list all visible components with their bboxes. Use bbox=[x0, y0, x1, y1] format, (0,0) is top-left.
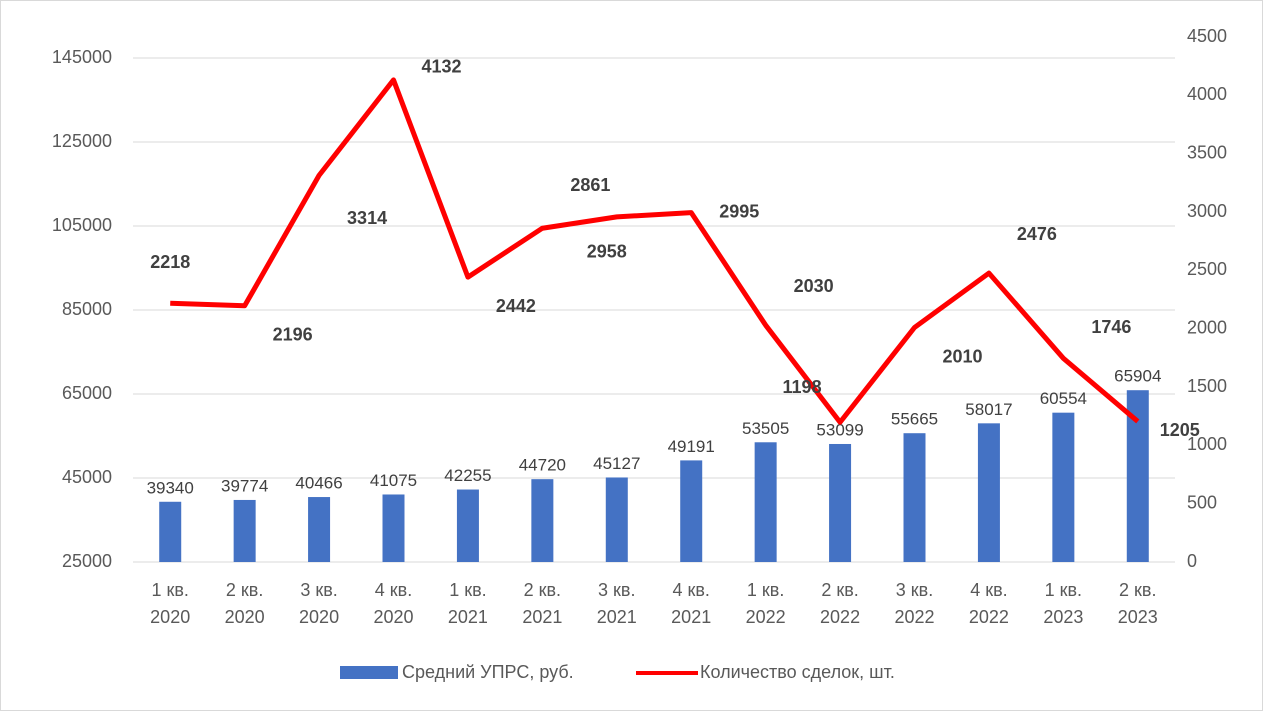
bar bbox=[605, 477, 628, 562]
bar-value-label: 42255 bbox=[444, 466, 491, 485]
x-tick-label: 2 кв. 2023 bbox=[1117, 580, 1158, 627]
line-value-label: 2196 bbox=[273, 325, 313, 345]
bar-value-label: 49191 bbox=[668, 437, 715, 456]
bar-value-label: 58017 bbox=[965, 400, 1012, 419]
legend-label: Средний УПРС, руб. bbox=[402, 662, 574, 682]
legend-swatch bbox=[636, 670, 698, 675]
bar bbox=[680, 460, 703, 562]
x-tick-label: 3 кв. 2020 bbox=[299, 580, 340, 627]
x-tick-label: 4 кв. 2021 bbox=[671, 580, 712, 627]
bar bbox=[903, 433, 926, 562]
x-tick-label: 1 кв. 2021 bbox=[447, 580, 488, 627]
bar bbox=[308, 497, 331, 562]
y2-tick-label: 2000 bbox=[1187, 317, 1227, 337]
bar-value-label: 39340 bbox=[147, 478, 194, 497]
bar bbox=[754, 442, 777, 562]
y2-tick-label: 2500 bbox=[1187, 259, 1227, 279]
legend-line: Количество сделок, шт. bbox=[636, 662, 895, 683]
line-value-label: 1746 bbox=[1091, 317, 1131, 337]
bar bbox=[159, 501, 182, 562]
bar-value-label: 53505 bbox=[742, 419, 789, 438]
line-series bbox=[170, 77, 1140, 425]
bar bbox=[829, 443, 852, 562]
y-tick-label: 105000 bbox=[52, 215, 112, 235]
line-value-label: 2442 bbox=[496, 296, 536, 316]
bar-value-label: 60554 bbox=[1040, 389, 1087, 408]
line-value-label: 2218 bbox=[150, 252, 190, 272]
bar-value-label: 41075 bbox=[370, 471, 417, 490]
y2-tick-label: 3000 bbox=[1187, 201, 1227, 221]
line-value-label: 2958 bbox=[587, 242, 627, 262]
legend-swatch bbox=[340, 666, 398, 679]
y2-tick-label: 500 bbox=[1187, 492, 1217, 512]
line-value-label: 2010 bbox=[942, 346, 982, 366]
line-value-label: 1198 bbox=[783, 377, 822, 397]
bar bbox=[1126, 390, 1149, 562]
legend-label: Количество сделок, шт. bbox=[700, 662, 895, 682]
x-tick-label: 3 кв. 2021 bbox=[596, 580, 637, 627]
bar-value-label: 55665 bbox=[891, 410, 938, 429]
x-tick-label: 1 кв. 2020 bbox=[150, 580, 191, 627]
legend-bar: Средний УПРС, руб. bbox=[340, 662, 574, 683]
x-tick-label: 2 кв. 2021 bbox=[522, 580, 563, 627]
bar bbox=[233, 499, 256, 562]
y2-tick-label: 4500 bbox=[1187, 26, 1227, 46]
x-tick-label: 4 кв. 2022 bbox=[968, 580, 1009, 627]
x-tick-label: 1 кв. 2023 bbox=[1043, 580, 1084, 627]
y2-tick-label: 1000 bbox=[1187, 434, 1227, 454]
bar bbox=[1052, 412, 1075, 562]
y2-tick-label: 1500 bbox=[1187, 376, 1227, 396]
bar-value-label: 44720 bbox=[519, 456, 566, 475]
y-tick-label: 25000 bbox=[62, 551, 112, 571]
line-value-label: 2995 bbox=[719, 201, 759, 221]
bar-value-label: 53099 bbox=[816, 420, 863, 439]
y-tick-label: 45000 bbox=[62, 467, 112, 487]
y-tick-label: 85000 bbox=[62, 299, 112, 319]
bar bbox=[382, 494, 405, 562]
x-tick-label: 2 кв. 2022 bbox=[820, 580, 861, 627]
line-value-label: 2476 bbox=[1017, 224, 1057, 244]
y-tick-label: 125000 bbox=[52, 131, 112, 151]
bar bbox=[531, 479, 554, 562]
x-tick-label: 1 кв. 2022 bbox=[745, 580, 786, 627]
y2-tick-label: 3500 bbox=[1187, 142, 1227, 162]
line-value-label: 2030 bbox=[794, 276, 834, 296]
y-tick-label: 65000 bbox=[62, 383, 112, 403]
bar-value-label: 45127 bbox=[593, 454, 640, 473]
y2-tick-label: 4000 bbox=[1187, 84, 1227, 104]
bar bbox=[456, 489, 479, 562]
bar-value-label: 65904 bbox=[1114, 367, 1161, 386]
y-tick-label: 145000 bbox=[52, 47, 112, 67]
x-tick-label: 2 кв. 2020 bbox=[224, 580, 265, 627]
line-value-label: 3314 bbox=[347, 208, 387, 228]
y2-tick-label: 0 bbox=[1187, 551, 1197, 571]
x-tick-label: 4 кв. 2020 bbox=[373, 580, 414, 627]
x-tick-label: 3 кв. 2022 bbox=[894, 580, 935, 627]
line-value-label: 4132 bbox=[421, 57, 461, 77]
line-value-label: 2861 bbox=[570, 175, 610, 195]
bar-value-label: 40466 bbox=[295, 474, 342, 493]
bar-value-label: 39774 bbox=[221, 476, 268, 495]
line-value-label: 1205 bbox=[1160, 420, 1200, 440]
bar bbox=[977, 423, 1000, 562]
